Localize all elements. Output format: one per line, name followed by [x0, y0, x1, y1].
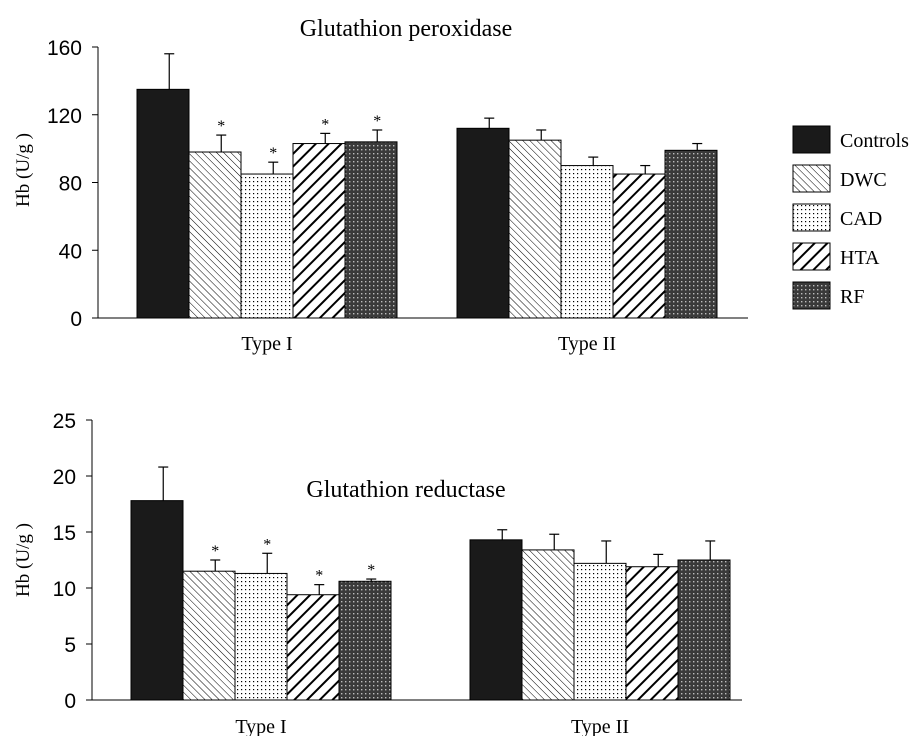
y-axis-label: Hb (U/g ) [13, 523, 34, 597]
legend-label-hta: HTA [840, 247, 880, 269]
significance-marker: * [217, 118, 225, 135]
significance-marker: * [321, 116, 329, 133]
y-tick-label: 160 [47, 37, 82, 60]
significance-marker: * [315, 568, 323, 585]
y-tick-label: 25 [53, 410, 76, 433]
y-tick-label: 0 [70, 308, 82, 331]
legend-label-dwc: DWC [840, 169, 887, 191]
bar-controls-type-i [130, 500, 184, 701]
bar-dwc-type-i [188, 151, 242, 319]
bar-cad-type-i [234, 572, 288, 701]
x-tick-label: Type II [558, 333, 616, 355]
bar-rf-type-ii [664, 149, 718, 319]
significance-marker: * [269, 145, 277, 162]
bar-controls-type-i [136, 88, 190, 319]
legend-swatch-cad [792, 203, 831, 232]
bar-hta-type-ii [612, 173, 666, 319]
chart-title: Glutathion reductase [306, 477, 505, 503]
bar-controls-type-ii [469, 539, 523, 701]
significance-marker: * [367, 562, 375, 579]
legend-label-rf: RF [840, 286, 864, 308]
y-tick-label: 80 [59, 173, 82, 196]
bar-rf-type-i [344, 141, 398, 319]
axes [92, 46, 748, 319]
y-tick-label: 5 [64, 634, 76, 657]
legend-swatch-rf [792, 281, 831, 310]
bars: * * * * [130, 466, 731, 701]
y-tick-label: 15 [53, 522, 76, 545]
y-axis-label: Hb (U/g ) [13, 133, 34, 207]
bar-hta-type-i [292, 143, 346, 319]
y-tick-label: 0 [64, 690, 76, 713]
x-tick-labels: Type I Type II [241, 333, 616, 355]
bar-rf-type-i [338, 580, 392, 701]
bars: * * * * [136, 53, 718, 319]
axes [86, 419, 742, 701]
bar-dwc-type-ii [521, 549, 575, 701]
bar-cad-type-ii [560, 165, 614, 319]
y-ticks: 0 40 80 120 160 [47, 37, 82, 331]
legend: Controls DWC CAD HTA RF [792, 125, 909, 310]
bar-controls-type-ii [456, 127, 510, 319]
y-tick-label: 20 [53, 466, 76, 489]
y-tick-label: 40 [59, 240, 82, 263]
bar-hta-type-ii [625, 566, 679, 701]
legend-swatch-controls [792, 125, 831, 154]
x-tick-label: Type II [571, 716, 629, 736]
legend-swatch-hta [792, 242, 831, 271]
y-ticks: 0 5 10 15 20 25 [53, 410, 76, 713]
legend-label-controls: Controls [840, 130, 909, 152]
bar-cad-type-ii [573, 562, 627, 701]
bar-dwc-type-ii [508, 139, 562, 319]
significance-marker: * [373, 113, 381, 130]
glutathion-reductase-chart: Glutathion reductase Hb (U/g ) 0 5 10 15 20 2… [13, 410, 742, 736]
chart-title: Glutathion peroxidase [300, 16, 513, 42]
bar-dwc-type-i [182, 570, 236, 701]
bar-hta-type-i [286, 594, 340, 701]
y-tick-label: 10 [53, 578, 76, 601]
legend-label-cad: CAD [840, 208, 882, 230]
bar-cad-type-i [240, 173, 294, 319]
significance-marker: * [263, 536, 271, 553]
significance-marker: * [211, 543, 219, 560]
glutathion-peroxidase-chart: Glutathion peroxidase Hb (U/g ) 0 40 80 120… [13, 16, 748, 355]
bar-rf-type-ii [677, 559, 731, 701]
y-tick-label: 120 [47, 105, 82, 128]
x-tick-label: Type I [241, 333, 292, 355]
legend-swatch-dwc [792, 164, 831, 193]
x-tick-label: Type I [235, 716, 286, 736]
x-tick-labels: Type I Type II [235, 716, 629, 736]
